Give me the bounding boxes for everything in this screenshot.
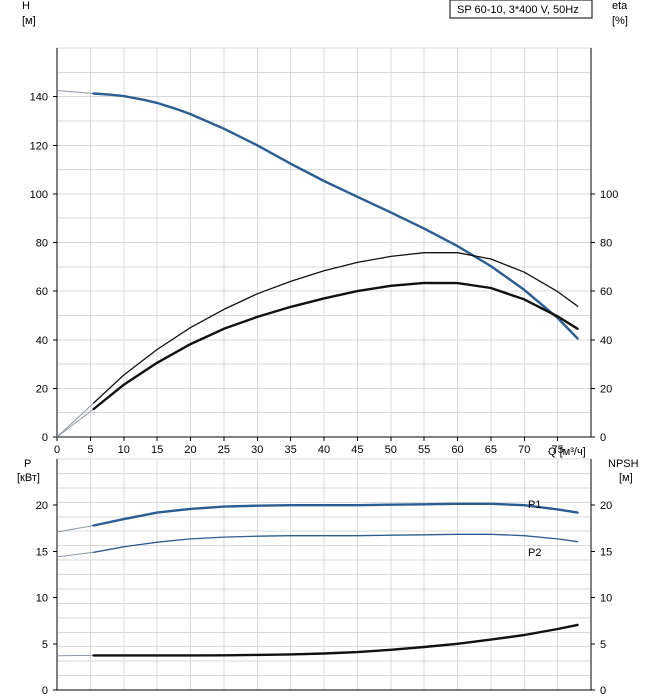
top-series-0-line [92, 92, 579, 340]
bottom-series-0-line [92, 502, 579, 527]
top-left-tick-label: 60 [36, 286, 48, 298]
head-efficiency-ticks: 0 20 40 60 80 100 120 140 0 20 40 60 80 100 0 5 10 15 20 25… [30, 48, 618, 456]
top-right-tick-label: 20 [600, 383, 612, 395]
power-axis-title: P [24, 458, 31, 470]
top-series-2-extension [56, 408, 95, 438]
top-right-tick-label: 60 [600, 286, 612, 298]
top-left-tick-label: 40 [36, 335, 48, 347]
top-series-1-extension [56, 402, 95, 438]
top-left-tick-label: 100 [30, 189, 48, 201]
top-series-2-line [92, 281, 579, 411]
npsh-axis-title: NPSH [608, 458, 639, 470]
top-right-tick-label: 80 [600, 238, 612, 250]
bottom-series-1-extension [56, 551, 94, 558]
bottom-left-tick-label: 15 [36, 546, 48, 558]
top-left-tick-label: 0 [42, 432, 48, 444]
top-series-0-extension [56, 90, 94, 94]
top-x-tick-label: 60 [451, 444, 463, 456]
top-x-tick-label: 30 [251, 444, 263, 456]
head-efficiency-series [56, 90, 579, 438]
top-left-tick-label: 80 [36, 238, 48, 250]
top-x-tick-label: 75 [552, 444, 564, 456]
top-left-tick-label: 120 [30, 140, 48, 152]
head-efficiency-grid [57, 47, 592, 437]
top-x-tick-label: 20 [184, 444, 196, 456]
top-x-tick-label: 10 [118, 444, 130, 456]
top-x-tick-label: 50 [385, 444, 397, 456]
bottom-left-tick-label: 5 [42, 639, 48, 651]
top-x-tick-label: 5 [87, 444, 93, 456]
npsh-axis-unit: [м] [619, 472, 633, 484]
bottom-series-1-line [93, 533, 579, 553]
power-npsh-grid [57, 458, 592, 690]
top-x-tick-label: 70 [518, 444, 530, 456]
top-x-tick-label: 25 [218, 444, 230, 456]
bottom-right-tick-label: 10 [600, 593, 612, 605]
top-x-tick-label: 0 [54, 444, 60, 456]
power-npsh-chart: 0 5 10 15 20 0 5 10 15 20 P [кВт] NPSH [м] P1 P2 [17, 458, 639, 697]
top-right-tick-label: 40 [600, 335, 612, 347]
top-x-tick-label: 35 [285, 444, 297, 456]
pump-model-label: SP 60-10, 3*400 V, 50Hz [457, 4, 579, 16]
bottom-series-0-extension [56, 525, 94, 533]
top-x-tick-label: 45 [351, 444, 363, 456]
top-x-tick-label: 40 [318, 444, 330, 456]
head-efficiency-chart: 0 20 40 60 80 100 120 140 0 20 40 60 80 100 0 5 10 15 20 25… [22, 0, 628, 458]
top-x-tick-label: 15 [151, 444, 163, 456]
top-x-tick-label: 55 [418, 444, 430, 456]
top-x-tick-label: 65 [485, 444, 497, 456]
top-left-tick-label: 20 [36, 383, 48, 395]
head-axis-unit: [м] [22, 15, 36, 27]
power-npsh-series [56, 502, 579, 657]
top-right-tick-label: 100 [600, 189, 618, 201]
power-axis-unit: [кВт] [17, 472, 40, 484]
bottom-left-tick-label: 20 [36, 500, 48, 512]
head-axis-title: H [22, 0, 30, 12]
bottom-left-tick-label: 0 [42, 685, 48, 697]
bottom-right-tick-label: 0 [600, 685, 606, 697]
efficiency-axis-unit: [%] [612, 15, 628, 27]
bottom-left-tick-label: 10 [36, 593, 48, 605]
pump-model-box [449, 0, 593, 19]
bottom-right-tick-label: 5 [600, 639, 606, 651]
p2-series-label: P2 [528, 547, 541, 559]
top-series-1-line [93, 252, 579, 404]
efficiency-axis-title: eta [612, 0, 628, 12]
flow-axis-label: Q [м³/ч] [548, 446, 586, 458]
bottom-right-tick-label: 15 [600, 546, 612, 558]
top-left-tick-label: 140 [30, 92, 48, 104]
power-npsh-ticks: 0 5 10 15 20 0 5 10 15 20 [36, 459, 612, 697]
bottom-series-2-line [92, 623, 579, 657]
top-right-tick-label: 0 [600, 432, 606, 444]
p1-series-label: P1 [528, 499, 541, 511]
bottom-right-tick-label: 20 [600, 500, 612, 512]
